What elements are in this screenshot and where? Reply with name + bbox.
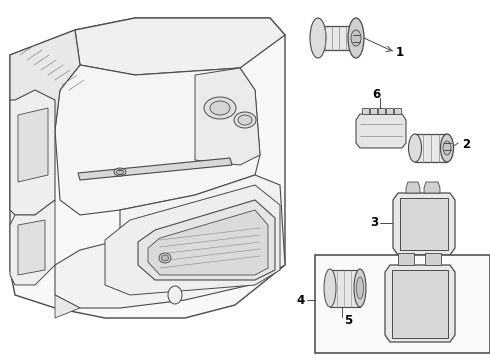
Ellipse shape bbox=[162, 255, 169, 261]
Polygon shape bbox=[10, 30, 80, 155]
Ellipse shape bbox=[441, 134, 454, 162]
Polygon shape bbox=[148, 210, 268, 275]
Ellipse shape bbox=[210, 101, 230, 115]
Polygon shape bbox=[55, 65, 260, 215]
Polygon shape bbox=[356, 114, 406, 148]
Ellipse shape bbox=[357, 277, 364, 299]
Ellipse shape bbox=[443, 141, 451, 155]
Polygon shape bbox=[318, 26, 356, 50]
Polygon shape bbox=[105, 185, 280, 295]
Ellipse shape bbox=[409, 134, 421, 162]
Polygon shape bbox=[400, 198, 448, 250]
Polygon shape bbox=[10, 18, 285, 318]
Polygon shape bbox=[370, 108, 377, 114]
Polygon shape bbox=[406, 182, 420, 193]
Polygon shape bbox=[393, 193, 455, 255]
Polygon shape bbox=[55, 295, 80, 318]
Polygon shape bbox=[424, 182, 440, 193]
Polygon shape bbox=[55, 175, 285, 308]
Bar bbox=[315, 255, 490, 353]
Text: 3: 3 bbox=[370, 216, 378, 230]
Polygon shape bbox=[195, 68, 260, 165]
Ellipse shape bbox=[168, 286, 182, 304]
Polygon shape bbox=[386, 108, 393, 114]
Polygon shape bbox=[362, 108, 369, 114]
Polygon shape bbox=[398, 253, 414, 265]
Ellipse shape bbox=[310, 18, 326, 58]
Polygon shape bbox=[425, 253, 441, 265]
Text: 2: 2 bbox=[462, 139, 470, 152]
Ellipse shape bbox=[117, 170, 123, 175]
Ellipse shape bbox=[204, 97, 236, 119]
Polygon shape bbox=[378, 108, 385, 114]
Ellipse shape bbox=[238, 115, 252, 125]
Ellipse shape bbox=[351, 30, 361, 46]
Ellipse shape bbox=[354, 269, 366, 307]
Text: 6: 6 bbox=[372, 87, 380, 100]
Ellipse shape bbox=[348, 18, 364, 58]
Polygon shape bbox=[394, 108, 401, 114]
Polygon shape bbox=[10, 90, 55, 215]
Text: 5: 5 bbox=[344, 314, 352, 327]
Polygon shape bbox=[415, 134, 447, 162]
Ellipse shape bbox=[28, 246, 42, 264]
Polygon shape bbox=[18, 220, 45, 275]
Polygon shape bbox=[392, 270, 448, 338]
Ellipse shape bbox=[234, 112, 256, 128]
Polygon shape bbox=[385, 265, 455, 342]
Ellipse shape bbox=[114, 168, 126, 176]
Ellipse shape bbox=[159, 253, 171, 263]
Polygon shape bbox=[330, 270, 360, 307]
Polygon shape bbox=[78, 158, 232, 180]
Text: 4: 4 bbox=[297, 293, 305, 306]
Polygon shape bbox=[138, 200, 275, 280]
Polygon shape bbox=[10, 200, 55, 285]
Ellipse shape bbox=[324, 269, 336, 307]
Polygon shape bbox=[75, 18, 285, 75]
Polygon shape bbox=[18, 108, 48, 182]
Text: 1: 1 bbox=[396, 45, 404, 58]
